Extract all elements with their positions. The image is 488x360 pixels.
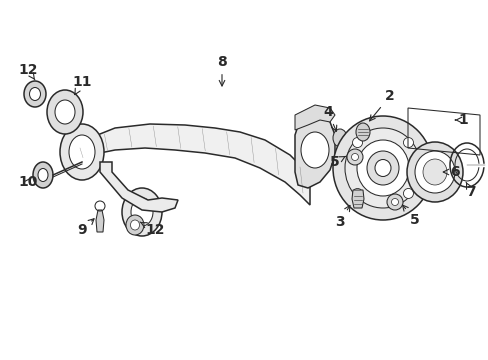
Ellipse shape (356, 140, 408, 196)
Text: 4: 4 (323, 105, 336, 131)
Text: 12: 12 (18, 63, 38, 80)
Ellipse shape (126, 215, 143, 235)
Text: 2: 2 (369, 89, 394, 121)
Text: 11: 11 (72, 75, 92, 95)
Ellipse shape (352, 188, 362, 198)
Ellipse shape (332, 129, 346, 147)
Ellipse shape (403, 138, 413, 148)
Ellipse shape (366, 151, 398, 185)
Text: 5: 5 (329, 155, 345, 169)
Ellipse shape (406, 142, 462, 202)
Text: 8: 8 (217, 55, 226, 86)
Ellipse shape (403, 188, 413, 198)
Ellipse shape (122, 188, 162, 236)
Ellipse shape (33, 162, 53, 188)
Ellipse shape (355, 123, 369, 141)
Ellipse shape (24, 81, 46, 107)
Ellipse shape (60, 124, 104, 180)
Ellipse shape (386, 194, 402, 210)
Ellipse shape (29, 87, 41, 100)
Ellipse shape (69, 135, 95, 169)
Text: 7: 7 (465, 182, 475, 199)
Text: 5: 5 (402, 205, 419, 227)
Ellipse shape (332, 116, 432, 220)
Ellipse shape (346, 149, 362, 165)
Ellipse shape (351, 153, 358, 161)
Ellipse shape (131, 198, 153, 226)
Polygon shape (100, 162, 178, 212)
Ellipse shape (414, 151, 454, 193)
Polygon shape (96, 210, 104, 232)
Ellipse shape (352, 138, 362, 148)
Ellipse shape (374, 159, 390, 176)
Ellipse shape (301, 132, 328, 168)
Text: 6: 6 (442, 165, 459, 179)
Ellipse shape (391, 198, 398, 206)
Ellipse shape (47, 90, 83, 134)
Ellipse shape (345, 128, 420, 208)
Polygon shape (351, 190, 363, 208)
Ellipse shape (55, 100, 75, 124)
Text: 3: 3 (334, 206, 349, 229)
Text: 1: 1 (454, 113, 467, 127)
Text: 12: 12 (140, 222, 164, 237)
Text: 9: 9 (77, 219, 94, 237)
Polygon shape (294, 105, 334, 130)
Ellipse shape (130, 220, 139, 230)
Text: 10: 10 (18, 175, 38, 189)
Polygon shape (75, 124, 309, 205)
Ellipse shape (422, 159, 446, 185)
Polygon shape (294, 115, 334, 188)
Ellipse shape (38, 168, 48, 181)
